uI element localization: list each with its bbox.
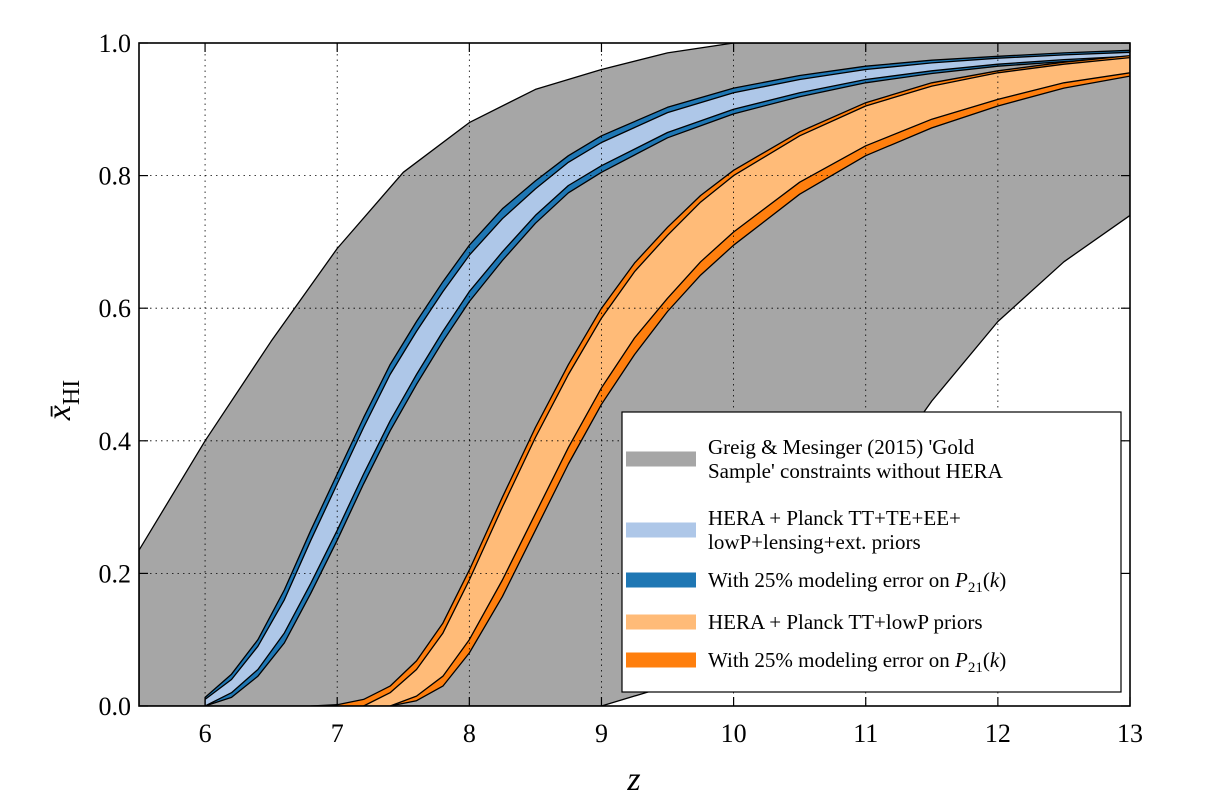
y-tick-label: 0.6 [99, 294, 132, 323]
x-tick-label: 12 [985, 719, 1011, 748]
y-tick-label: 1.0 [99, 29, 132, 58]
y-tick-label: 0.0 [99, 692, 132, 721]
y-tick-label: 0.4 [99, 427, 132, 456]
legend-swatch [626, 652, 696, 668]
x-tick-label: 11 [853, 719, 878, 748]
legend-label: HERA + Planck TT+TE+EE+ [708, 506, 961, 530]
legend-label: With 25% modeling error on P21(k) [708, 568, 1006, 596]
legend-entry-hera-planck-ttlowp-modeling-error: With 25% modeling error on P21(k) [626, 648, 1006, 676]
x-tick-label: 9 [595, 719, 608, 748]
legend-entry-hera-planck-full-modeling-error: With 25% modeling error on P21(k) [626, 568, 1006, 596]
y-tick-label: 0.2 [99, 559, 132, 588]
x-tick-label: 10 [721, 719, 747, 748]
legend-label: Sample' constraints without HERA [708, 459, 1004, 483]
legend-entry-hera-planck-ttlowp: HERA + Planck TT+lowP priors [626, 610, 983, 634]
tick-labels: 6 7 8 9 10 11 12 13 0.0 0.2 0.4 0.6 0.8 1.0 [99, 29, 1144, 748]
x-tick-label: 6 [199, 719, 212, 748]
legend-label: With 25% modeling error on P21(k) [708, 648, 1006, 676]
hera-planck-full-band [204, 51, 1130, 706]
legend-frame [621, 411, 1122, 693]
axis-ticks [139, 42, 1131, 707]
legend-label: Greig & Mesinger (2015) 'Gold [708, 435, 975, 459]
hera-planck-ttlowp-band [362, 56, 1130, 706]
legend-swatch [626, 522, 696, 538]
legend-swatch [626, 572, 696, 588]
legend-entry-hera-planck-full: HERA + Planck TT+TE+EE+lowP+lensing+ext.… [626, 506, 961, 554]
data-bands [139, 43, 1130, 706]
y-axis-label: x̄HI [41, 380, 85, 421]
y-axis-label-group: x̄HI [41, 380, 85, 421]
legend-swatch [626, 614, 696, 630]
legend-label: lowP+lensing+ext. priors [708, 530, 921, 554]
plot-frame [138, 42, 1131, 707]
x-tick-label: 7 [331, 719, 344, 748]
y-tick-label: 0.8 [99, 162, 132, 191]
x-tick-label: 13 [1117, 719, 1143, 748]
x-axis-label: z [626, 761, 640, 798]
legend-swatch [626, 451, 696, 467]
grid-lines [139, 43, 1130, 706]
y-axis-label-subscript: HI [59, 380, 85, 405]
legend-label: HERA + Planck TT+lowP priors [708, 610, 983, 634]
x-tick-label: 8 [463, 719, 476, 748]
